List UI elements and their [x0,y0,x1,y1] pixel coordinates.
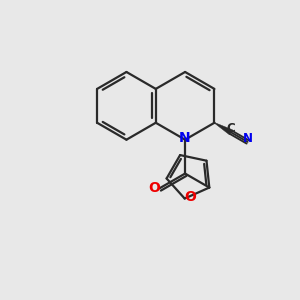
Polygon shape [214,122,232,135]
Text: N: N [243,132,253,145]
Text: O: O [148,181,160,195]
Text: O: O [184,190,196,204]
Text: C: C [226,122,235,135]
Text: N: N [179,131,190,145]
